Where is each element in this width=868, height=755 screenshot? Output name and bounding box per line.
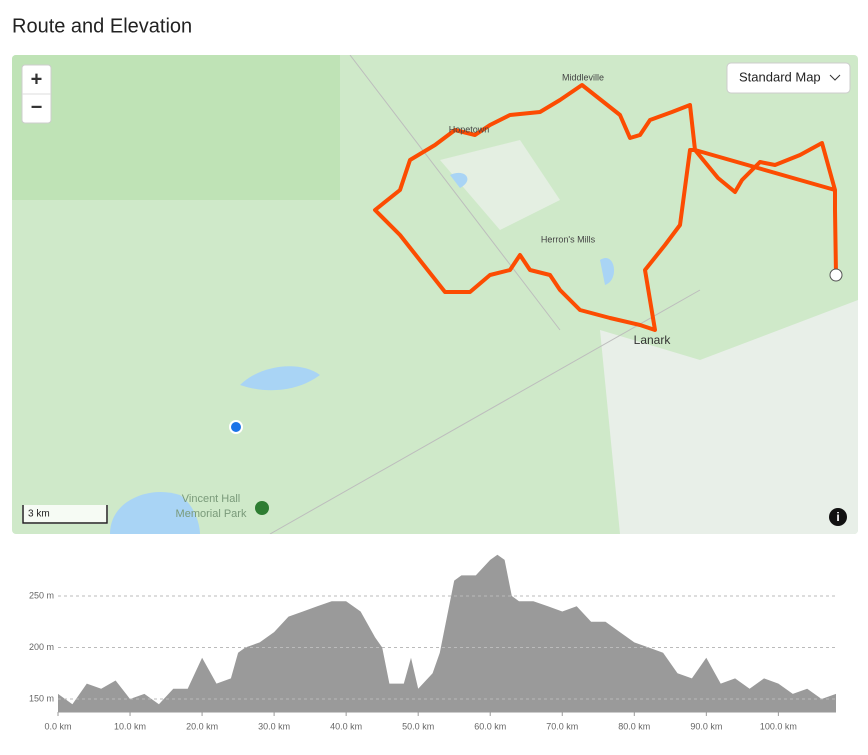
- place-label: Hopetown: [449, 124, 490, 134]
- scale-label: 3 km: [28, 509, 50, 520]
- road: [269, 55, 701, 534]
- map[interactable]: Middleville Hopetown Herron's Mills Lana…: [12, 55, 858, 534]
- x-tick-label: 100.0 km: [760, 721, 797, 731]
- zoom-out-button[interactable]: −: [31, 96, 43, 118]
- zoom-in-button[interactable]: +: [31, 68, 43, 90]
- park-icon: [255, 501, 269, 515]
- place-label: Lanark: [634, 333, 672, 347]
- place-label: Memorial Park: [176, 508, 247, 520]
- x-tick-label: 90.0 km: [690, 721, 722, 731]
- lake: [240, 366, 320, 391]
- start-marker: [229, 420, 243, 434]
- scale-bar: [22, 505, 108, 524]
- x-tick-label: 0.0 km: [44, 721, 71, 731]
- map-area: [600, 300, 858, 534]
- x-tick-label: 20.0 km: [186, 721, 218, 731]
- y-tick-label: 150 m: [29, 693, 54, 703]
- lake: [110, 491, 200, 534]
- place-label: Middleville: [562, 72, 604, 82]
- map-style-button[interactable]: [726, 62, 851, 94]
- y-tick-label: 250 m: [29, 590, 54, 600]
- x-tick-label: 70.0 km: [546, 721, 578, 731]
- scale-line: [22, 505, 108, 524]
- elevation-chart: 150 m 200 m 250 m 0.0 km 10.0 km 20.0 km 30.0 …: [29, 554, 836, 731]
- finish-marker: [829, 268, 843, 282]
- x-tick-label: 50.0 km: [402, 721, 434, 731]
- map-area: [440, 140, 560, 230]
- x-tick-label: 10.0 km: [114, 721, 146, 731]
- map-style-label: Standard Map: [739, 69, 821, 84]
- place-label: Vincent Hall: [182, 493, 241, 505]
- info-button[interactable]: [829, 508, 847, 526]
- elevation-area: [58, 554, 836, 712]
- route: [373, 83, 838, 332]
- x-tick-label: 30.0 km: [258, 721, 290, 731]
- x-tick-label: 40.0 km: [330, 721, 362, 731]
- panel-title: Route and Elevation: [12, 15, 192, 37]
- y-tick-label: 200 m: [29, 642, 54, 652]
- x-tick-label: 60.0 km: [474, 721, 506, 731]
- info-glyph: i: [836, 510, 839, 524]
- x-tick-label: 80.0 km: [618, 721, 650, 731]
- dropdown-arrow: [829, 74, 841, 81]
- place-label: Herron's Mills: [541, 234, 596, 244]
- map-area: [12, 55, 340, 200]
